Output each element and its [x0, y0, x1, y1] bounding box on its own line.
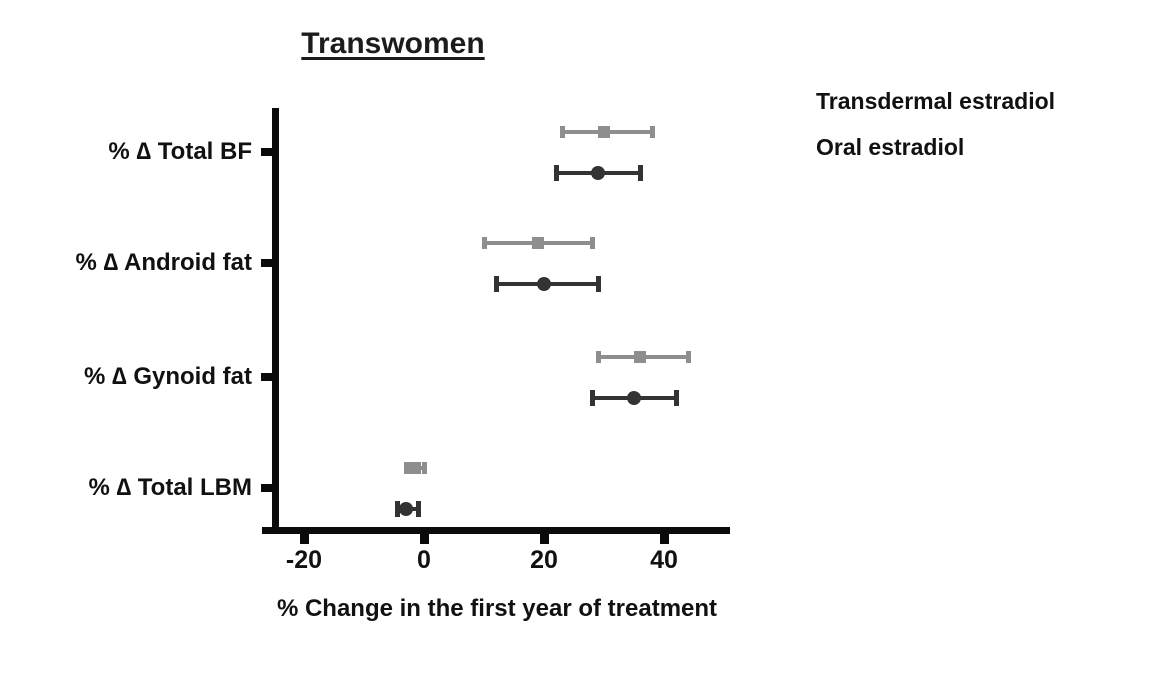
- error-bar-cap-transdermal: [553, 165, 559, 181]
- error-bar-cap-oral: [685, 351, 691, 363]
- error-bar-cap-transdermal: [589, 390, 595, 406]
- x-axis-label: % Change in the first year of treatment: [276, 595, 718, 622]
- legend-item-transdermal-estradiol: Transdermal estradiol: [786, 88, 1055, 114]
- x-axis-tick-label: 40: [650, 546, 678, 574]
- error-bar-cap-oral: [403, 462, 409, 474]
- x-axis-tick: [300, 533, 309, 544]
- error-bar-cap-transdermal: [415, 501, 421, 517]
- category-label: % ∆ Gynoid fat: [83, 363, 252, 390]
- circle-marker-icon: [786, 94, 800, 108]
- y-axis-tick: [260, 259, 272, 267]
- data-point-transdermal: [591, 166, 605, 180]
- legend-label-transdermal: Transdermal estradiol: [816, 87, 1056, 114]
- error-bar-cap-transdermal: [637, 165, 643, 181]
- legend-label-oral: Oral estradiol: [816, 133, 965, 160]
- y-axis-tick: [260, 484, 272, 492]
- y-axis-tick: [260, 373, 272, 381]
- x-axis-tick-label: 0: [417, 546, 431, 574]
- error-bar-cap-transdermal: [595, 276, 601, 292]
- chart-title: Transwomen: [301, 27, 485, 60]
- y-axis-tick: [260, 148, 272, 156]
- x-axis-tick: [540, 533, 549, 544]
- category-label: % ∆ Total LBM: [88, 474, 252, 501]
- x-axis-tick-label: 20: [530, 546, 558, 574]
- x-axis-tick-label: -20: [285, 546, 323, 574]
- square-marker-icon: [787, 141, 799, 153]
- x-axis-line: [262, 526, 730, 534]
- x-axis-tick: [420, 533, 429, 544]
- data-point-transdermal: [399, 502, 413, 516]
- error-bar-cap-oral: [649, 126, 655, 138]
- error-bar-cap-transdermal: [493, 276, 499, 292]
- y-axis-line: [271, 108, 279, 534]
- data-point-oral: [598, 126, 610, 138]
- data-point-oral: [409, 462, 421, 474]
- legend-item-oral-estradiol: Oral estradiol: [786, 134, 1055, 160]
- error-bar-cap-oral: [481, 237, 487, 249]
- category-label: % ∆ Total BF: [108, 138, 252, 165]
- data-point-oral: [532, 237, 544, 249]
- error-bar-cap-oral: [595, 351, 601, 363]
- data-point-oral: [634, 351, 646, 363]
- legend: Transdermal estradiol Oral estradiol: [786, 88, 1055, 180]
- category-label: % ∆ Android fat: [75, 249, 252, 276]
- error-bar-cap-oral: [589, 237, 595, 249]
- error-bar-cap-oral: [421, 462, 427, 474]
- data-point-transdermal: [537, 277, 551, 291]
- error-bar-cap-transdermal: [394, 501, 400, 517]
- data-point-transdermal: [627, 391, 641, 405]
- error-bar-cap-transdermal: [673, 390, 679, 406]
- error-bar-cap-oral: [559, 126, 565, 138]
- x-axis-tick: [660, 533, 669, 544]
